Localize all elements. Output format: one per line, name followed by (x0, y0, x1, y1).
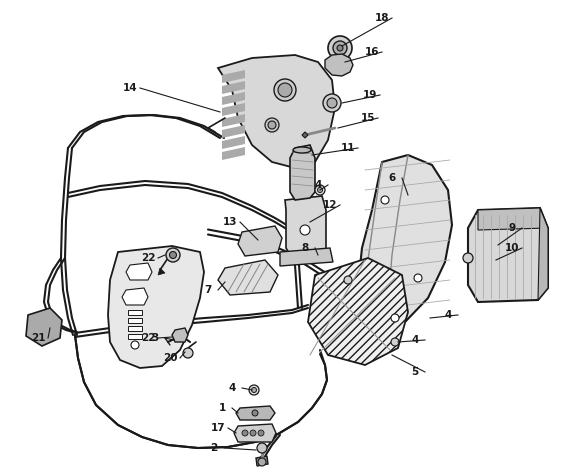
Circle shape (183, 348, 193, 358)
Circle shape (328, 36, 352, 60)
Polygon shape (128, 334, 142, 339)
Text: 22: 22 (141, 253, 155, 263)
Circle shape (323, 94, 341, 112)
Text: 5: 5 (411, 367, 419, 377)
Polygon shape (234, 424, 276, 442)
Circle shape (258, 458, 266, 466)
Circle shape (344, 276, 352, 284)
Polygon shape (122, 288, 148, 305)
Circle shape (381, 196, 389, 204)
Polygon shape (126, 263, 152, 280)
Polygon shape (172, 328, 188, 342)
Text: 13: 13 (223, 217, 237, 227)
Polygon shape (222, 92, 245, 105)
Text: 22: 22 (141, 333, 155, 343)
Circle shape (327, 98, 337, 108)
Polygon shape (222, 70, 245, 83)
Polygon shape (290, 145, 315, 200)
Text: 11: 11 (341, 143, 355, 153)
Text: 15: 15 (361, 113, 375, 123)
Circle shape (300, 225, 310, 235)
Text: 18: 18 (375, 13, 389, 23)
Circle shape (251, 388, 256, 392)
Polygon shape (478, 208, 548, 230)
Circle shape (131, 341, 139, 349)
Circle shape (170, 251, 177, 258)
Polygon shape (222, 103, 245, 116)
Polygon shape (302, 132, 308, 138)
Polygon shape (538, 208, 548, 300)
Text: 6: 6 (388, 173, 396, 183)
Polygon shape (222, 81, 245, 94)
Text: 7: 7 (204, 285, 212, 295)
Circle shape (249, 385, 259, 395)
Polygon shape (222, 147, 245, 160)
Text: 4: 4 (444, 310, 452, 320)
Circle shape (166, 248, 180, 262)
Text: 10: 10 (505, 243, 519, 253)
Polygon shape (222, 114, 245, 127)
Circle shape (391, 314, 399, 322)
Circle shape (250, 430, 256, 436)
Text: 8: 8 (301, 243, 309, 253)
Circle shape (317, 188, 323, 192)
Polygon shape (236, 406, 275, 420)
Text: 21: 21 (30, 333, 45, 343)
Text: 19: 19 (363, 90, 377, 100)
Circle shape (391, 338, 399, 346)
Text: 20: 20 (163, 353, 177, 363)
Text: 14: 14 (122, 83, 137, 93)
Text: 17: 17 (210, 423, 225, 433)
Circle shape (414, 274, 422, 282)
Circle shape (463, 253, 473, 263)
Text: 3: 3 (151, 333, 159, 343)
Polygon shape (222, 125, 245, 138)
Circle shape (242, 430, 248, 436)
Polygon shape (128, 326, 142, 331)
Circle shape (274, 79, 296, 101)
Circle shape (258, 430, 264, 436)
Circle shape (278, 83, 292, 97)
Polygon shape (128, 318, 142, 323)
Ellipse shape (293, 147, 311, 153)
Circle shape (337, 45, 343, 51)
Polygon shape (468, 208, 548, 302)
Text: 12: 12 (323, 200, 338, 210)
Polygon shape (26, 308, 62, 346)
Text: 9: 9 (508, 223, 516, 233)
Text: 4: 4 (315, 180, 321, 190)
Text: 1: 1 (218, 403, 225, 413)
Polygon shape (128, 310, 142, 315)
Circle shape (333, 41, 347, 55)
Text: 4: 4 (411, 335, 419, 345)
Circle shape (315, 185, 325, 195)
Polygon shape (358, 155, 452, 328)
Text: 16: 16 (365, 47, 380, 57)
Text: 4: 4 (228, 383, 236, 393)
Polygon shape (256, 456, 268, 466)
Circle shape (265, 118, 279, 132)
Polygon shape (218, 260, 278, 295)
Polygon shape (308, 258, 408, 365)
Text: 2: 2 (210, 443, 217, 453)
Circle shape (257, 443, 267, 453)
Polygon shape (325, 54, 353, 76)
Circle shape (252, 410, 258, 416)
Circle shape (268, 121, 276, 129)
Polygon shape (158, 268, 165, 275)
Polygon shape (238, 226, 282, 256)
Polygon shape (218, 55, 335, 168)
Polygon shape (280, 248, 333, 266)
Polygon shape (285, 196, 326, 258)
Polygon shape (222, 136, 245, 149)
Polygon shape (108, 246, 204, 368)
